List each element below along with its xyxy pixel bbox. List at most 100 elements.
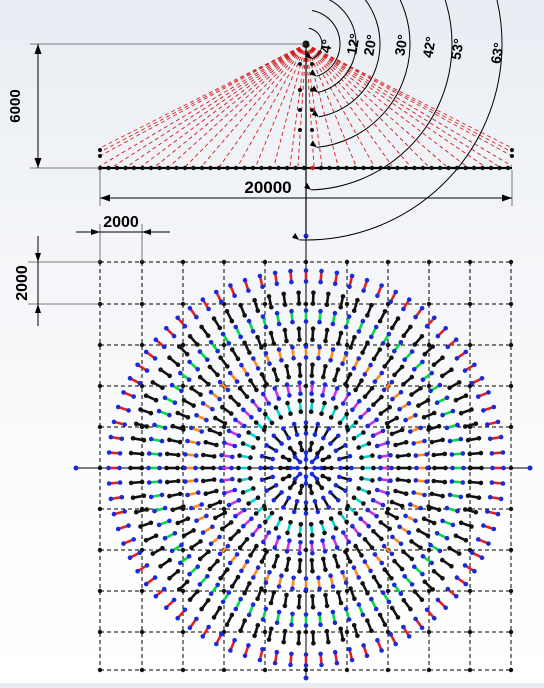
heliostat-node	[139, 466, 144, 471]
heliostat-node	[304, 279, 309, 284]
heliostat-node	[336, 434, 341, 439]
heliostat-node	[407, 297, 412, 302]
heliostat-node	[296, 641, 301, 646]
heliostat-node	[217, 397, 222, 402]
heliostat-node	[393, 290, 398, 295]
heliostat-node	[380, 371, 385, 376]
heliostat-node	[346, 392, 351, 397]
heliostat-node	[275, 650, 280, 655]
heliostat-node	[338, 421, 343, 426]
heliostat-node	[341, 294, 346, 299]
heliostat-node	[290, 612, 295, 617]
heliostat-node	[215, 349, 220, 354]
heliostat-node	[267, 294, 272, 299]
heliostat-node	[281, 426, 286, 431]
heliostat-node	[233, 444, 238, 449]
heliostat-node	[287, 496, 292, 501]
heliostat-node	[325, 629, 330, 634]
heliostat-node	[183, 324, 188, 329]
heliostat-node	[264, 607, 269, 612]
heliostat-node	[488, 495, 493, 500]
heliostat-node	[145, 368, 150, 373]
heliostat-node	[333, 650, 338, 655]
heliostat-node	[259, 345, 264, 350]
heliostat-node	[209, 591, 214, 596]
grid-node	[468, 302, 472, 306]
heliostat-node	[335, 661, 340, 666]
heliostat-node	[201, 297, 206, 302]
heliostat-node	[379, 537, 384, 542]
heliostat-node	[263, 520, 268, 525]
heliostat-node	[479, 481, 484, 486]
heliostat-node	[320, 458, 325, 463]
heliostat-node	[144, 393, 149, 398]
grid-node	[98, 384, 102, 388]
heliostat-node	[287, 474, 292, 479]
heliostat-node	[214, 642, 219, 647]
heliostat-node	[214, 443, 219, 448]
heliostat-node	[410, 375, 415, 380]
heliostat-node	[204, 491, 209, 496]
heliostat-node	[222, 491, 227, 496]
heliostat-node	[147, 480, 152, 485]
heliostat-node	[256, 565, 261, 570]
heliostat-node	[237, 453, 242, 458]
heliostat-node	[234, 325, 239, 330]
heliostat-node	[448, 493, 453, 498]
heliostat-node	[264, 443, 269, 448]
heliostat-node	[479, 451, 484, 456]
heliostat-node	[154, 594, 159, 599]
heliostat-node	[440, 519, 445, 524]
heliostat-node	[160, 493, 165, 498]
heliostat-node	[181, 504, 186, 509]
heliostat-node	[279, 490, 284, 495]
heliostat-node	[277, 396, 282, 401]
heliostat-node	[360, 466, 365, 471]
heliostat-node	[304, 663, 309, 668]
heliostat-node	[284, 593, 289, 598]
heliostat-node	[430, 587, 435, 592]
heliostat-node	[245, 394, 250, 399]
heliostat-node	[194, 413, 199, 418]
grid-node	[181, 630, 185, 634]
heliostat-node	[356, 486, 361, 491]
heliostat-node	[390, 326, 395, 331]
heliostat-node	[310, 533, 315, 538]
ground-node	[259, 166, 263, 170]
grid-node	[427, 630, 431, 634]
heliostat-node	[198, 539, 203, 544]
heliostat-node	[173, 531, 178, 536]
heliostat-node	[260, 647, 265, 652]
heliostat-node	[277, 347, 282, 352]
heliostat-node	[270, 421, 275, 426]
ground-node	[157, 166, 161, 170]
heliostat-node	[255, 623, 260, 628]
heliostat-node	[254, 388, 259, 393]
heliostat-node	[357, 533, 362, 538]
heliostat-node	[310, 551, 315, 556]
heliostat-node	[238, 629, 243, 634]
heliostat-node	[338, 627, 343, 632]
heliostat-node	[408, 325, 413, 330]
heliostat-node	[210, 525, 215, 530]
heliostat-node	[279, 358, 284, 363]
heliostat-node	[365, 618, 370, 623]
heliostat-node	[325, 328, 330, 333]
grid-node	[181, 548, 185, 552]
heliostat-node	[252, 298, 257, 303]
ground-node	[149, 166, 153, 170]
heliostat-node	[193, 466, 198, 471]
grid-node	[222, 343, 226, 347]
heliostat-node	[284, 339, 289, 344]
heliostat-node	[369, 629, 374, 634]
angle-label-30: 30°	[391, 33, 410, 57]
heliostat-node	[311, 301, 316, 306]
heliostat-node	[275, 311, 280, 316]
heliostat-node	[360, 581, 365, 586]
sight-ray	[170, 44, 306, 166]
heliostat-node	[304, 652, 309, 657]
heliostat-node	[445, 536, 450, 541]
heliostat-node	[264, 489, 269, 494]
heliostat-node	[317, 320, 322, 325]
heliostat-node	[178, 561, 183, 566]
